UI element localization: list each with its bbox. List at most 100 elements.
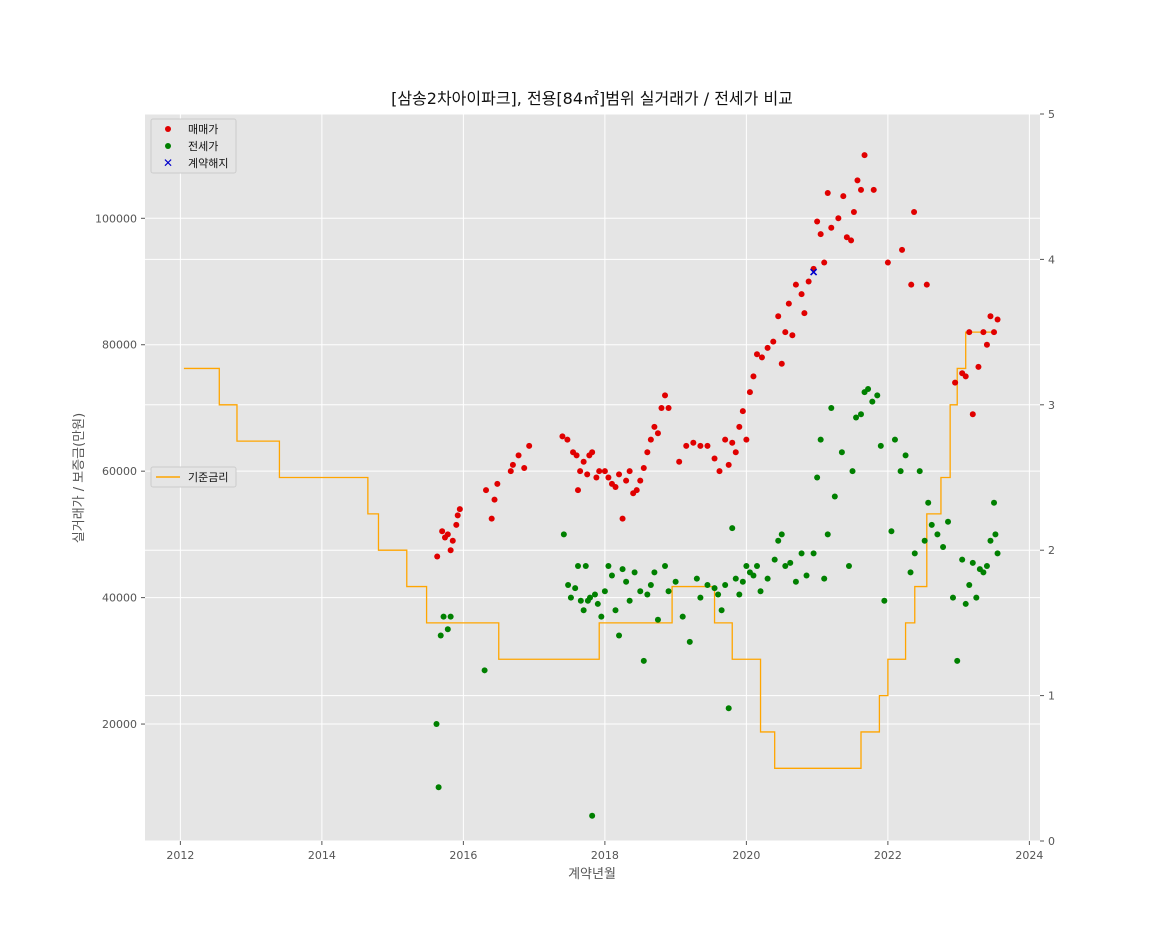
jeonse-point [679, 613, 686, 620]
jeonse-point [651, 569, 658, 576]
jeonse-point [945, 518, 952, 525]
jeonse-point [803, 572, 810, 579]
sale-point [483, 487, 490, 494]
sale-point [633, 487, 640, 494]
jeonse-point [750, 572, 757, 579]
sale-point [601, 468, 608, 475]
jeonse-point [665, 588, 672, 595]
sale-point [647, 436, 654, 443]
jeonse-point [824, 531, 831, 538]
sale-point [612, 483, 619, 490]
sale-point [778, 360, 785, 367]
jeonse-point [736, 591, 743, 598]
sale-point [683, 442, 690, 449]
jeonse-point [435, 784, 442, 791]
jeonse-point [672, 578, 679, 585]
jeonse-point [732, 575, 739, 582]
sale-point [923, 281, 930, 288]
jeonse-point [959, 556, 966, 563]
jeonse-point [722, 581, 729, 588]
y2-axis: 0 1 2 3 4 5 [1040, 108, 1055, 848]
sale-point [824, 190, 831, 197]
x-axis-label: 계약년월 [568, 867, 616, 882]
sale-point [798, 291, 805, 298]
jeonse-point [853, 414, 860, 421]
sale-point [716, 468, 723, 475]
jeonse-point [838, 449, 845, 456]
sale-point [775, 313, 782, 320]
sale-point [651, 423, 658, 430]
y-tick-label: 60000 [102, 465, 137, 478]
jeonse-point [858, 411, 864, 418]
sale-point [861, 152, 868, 159]
sale-points [434, 152, 1001, 560]
jeonse-point [757, 588, 764, 595]
sale-point [662, 392, 669, 399]
sale-point [434, 553, 441, 560]
sale-point [843, 234, 850, 241]
sale-point [589, 449, 596, 456]
jeonse-point [775, 537, 782, 544]
jeonse-point [686, 638, 693, 645]
sale-point [637, 477, 644, 484]
sale-point [828, 224, 835, 231]
x-tick-label: 2022 [874, 849, 902, 862]
jeonse-point [954, 657, 961, 664]
y-tick-label: 20000 [102, 718, 137, 731]
jeonse-point [921, 537, 928, 544]
legend-rate: 기준금리 [150, 466, 237, 488]
sale-point [770, 338, 777, 345]
y2-tick-label: 0 [1048, 835, 1055, 848]
sale-point [596, 468, 603, 475]
jeonse-point [444, 626, 451, 633]
x-tick-label: 2024 [1015, 849, 1043, 862]
jeonse-point [580, 607, 587, 614]
jeonse-point [792, 578, 799, 585]
sale-point [574, 487, 581, 494]
rate-step-line [183, 331, 996, 769]
sale-point [509, 461, 516, 468]
sale-point [616, 471, 623, 478]
jeonse-point [626, 597, 633, 604]
sale-point [821, 259, 828, 266]
sale-point [899, 246, 906, 253]
sale-point [884, 259, 891, 266]
jeonse-point [817, 436, 824, 443]
y2-tick-label: 5 [1048, 108, 1055, 121]
jeonse-point [715, 591, 722, 598]
jeonse-point [637, 588, 644, 595]
jeonse-point [601, 588, 608, 595]
jeonse-point [992, 531, 999, 538]
sale-point [805, 278, 812, 285]
jeonse-point [605, 563, 612, 570]
sale-point [732, 449, 739, 456]
jeonse-point [582, 563, 589, 570]
sale-point [577, 468, 584, 475]
jeonse-point [560, 531, 567, 538]
legend-sale-label: 매매가 [188, 123, 218, 136]
sale-point [814, 218, 821, 225]
sale-point [782, 329, 789, 336]
y2-tick-label: 4 [1048, 253, 1055, 266]
y-tick-label: 80000 [102, 339, 137, 352]
grid [145, 113, 1040, 842]
sale-point [750, 373, 757, 380]
jeonse-point [865, 385, 872, 392]
sale-point [494, 480, 501, 487]
jeonse-point [693, 575, 700, 582]
jeonse-point [764, 575, 771, 582]
sale-point [801, 310, 808, 317]
sale-point [619, 515, 626, 522]
sale-point [593, 474, 600, 481]
y-tick-label: 40000 [102, 592, 137, 605]
jeonse-point [877, 442, 884, 449]
jeonse-point [987, 537, 994, 544]
sale-point [491, 496, 498, 503]
legend-cancel-marker: ✕ [163, 156, 173, 170]
sale-point [758, 354, 765, 361]
sale-point [676, 458, 683, 465]
jeonse-point [647, 581, 654, 588]
chart-title: [삼송2차아이파크], 전용[84㎡]범위 실거래가 / 전세가 비교 [391, 89, 793, 108]
sale-point [623, 477, 630, 484]
jeonse-point [589, 812, 596, 819]
